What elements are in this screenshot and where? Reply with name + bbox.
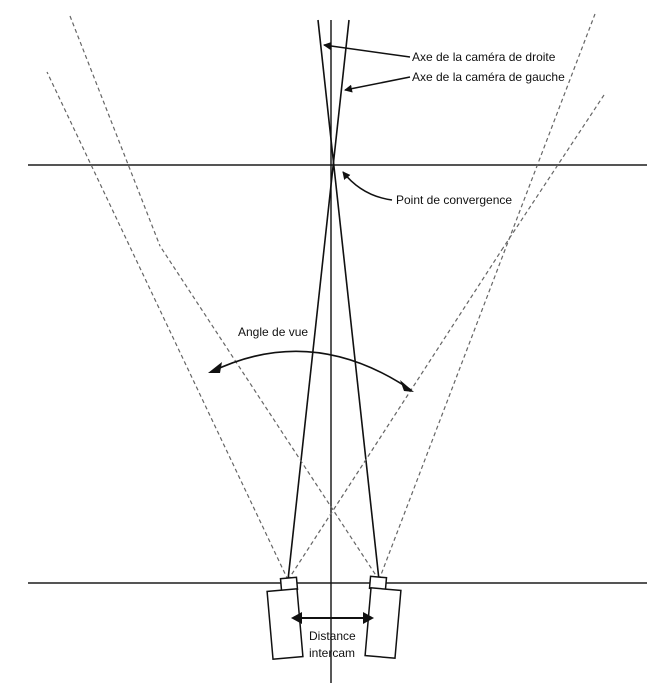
fov-arc-left-arrowhead	[208, 362, 222, 373]
left-camera-body	[266, 588, 304, 660]
left-camera-axis-line	[287, 19, 350, 581]
fov-arc-right-arrowhead	[400, 380, 414, 392]
right-camera-body	[364, 587, 402, 659]
field-of-view-arc	[210, 350, 412, 391]
intercam-arrow-left-head	[291, 612, 302, 624]
right-axis-leader	[323, 42, 411, 58]
right-camera-fov-left-edge	[159, 245, 380, 581]
right-camera	[364, 575, 402, 659]
convergence-leader	[342, 171, 393, 201]
right-camera-axis-label: Axe de la caméra de droite	[412, 50, 556, 64]
distance-label-line2: intercam	[309, 646, 355, 660]
intercam-arrow-right-head	[363, 612, 374, 624]
left-axis-leader	[344, 76, 411, 93]
left-camera-fov-left-edge	[46, 71, 289, 581]
left-camera-fov-right-edge	[287, 247, 504, 581]
left-camera-axis-label: Axe de la caméra de gauche	[412, 70, 565, 84]
upper-right-dashed-line	[502, 94, 605, 249]
upper-left-dashed-line	[69, 15, 161, 247]
field-of-view-label: Angle de vue	[238, 325, 308, 339]
distance-label-line1: Distance	[309, 629, 356, 643]
right-camera-axis-line	[317, 19, 380, 581]
convergence-point-label: Point de convergence	[396, 193, 512, 207]
right-camera-fov-right-edge	[378, 13, 596, 581]
